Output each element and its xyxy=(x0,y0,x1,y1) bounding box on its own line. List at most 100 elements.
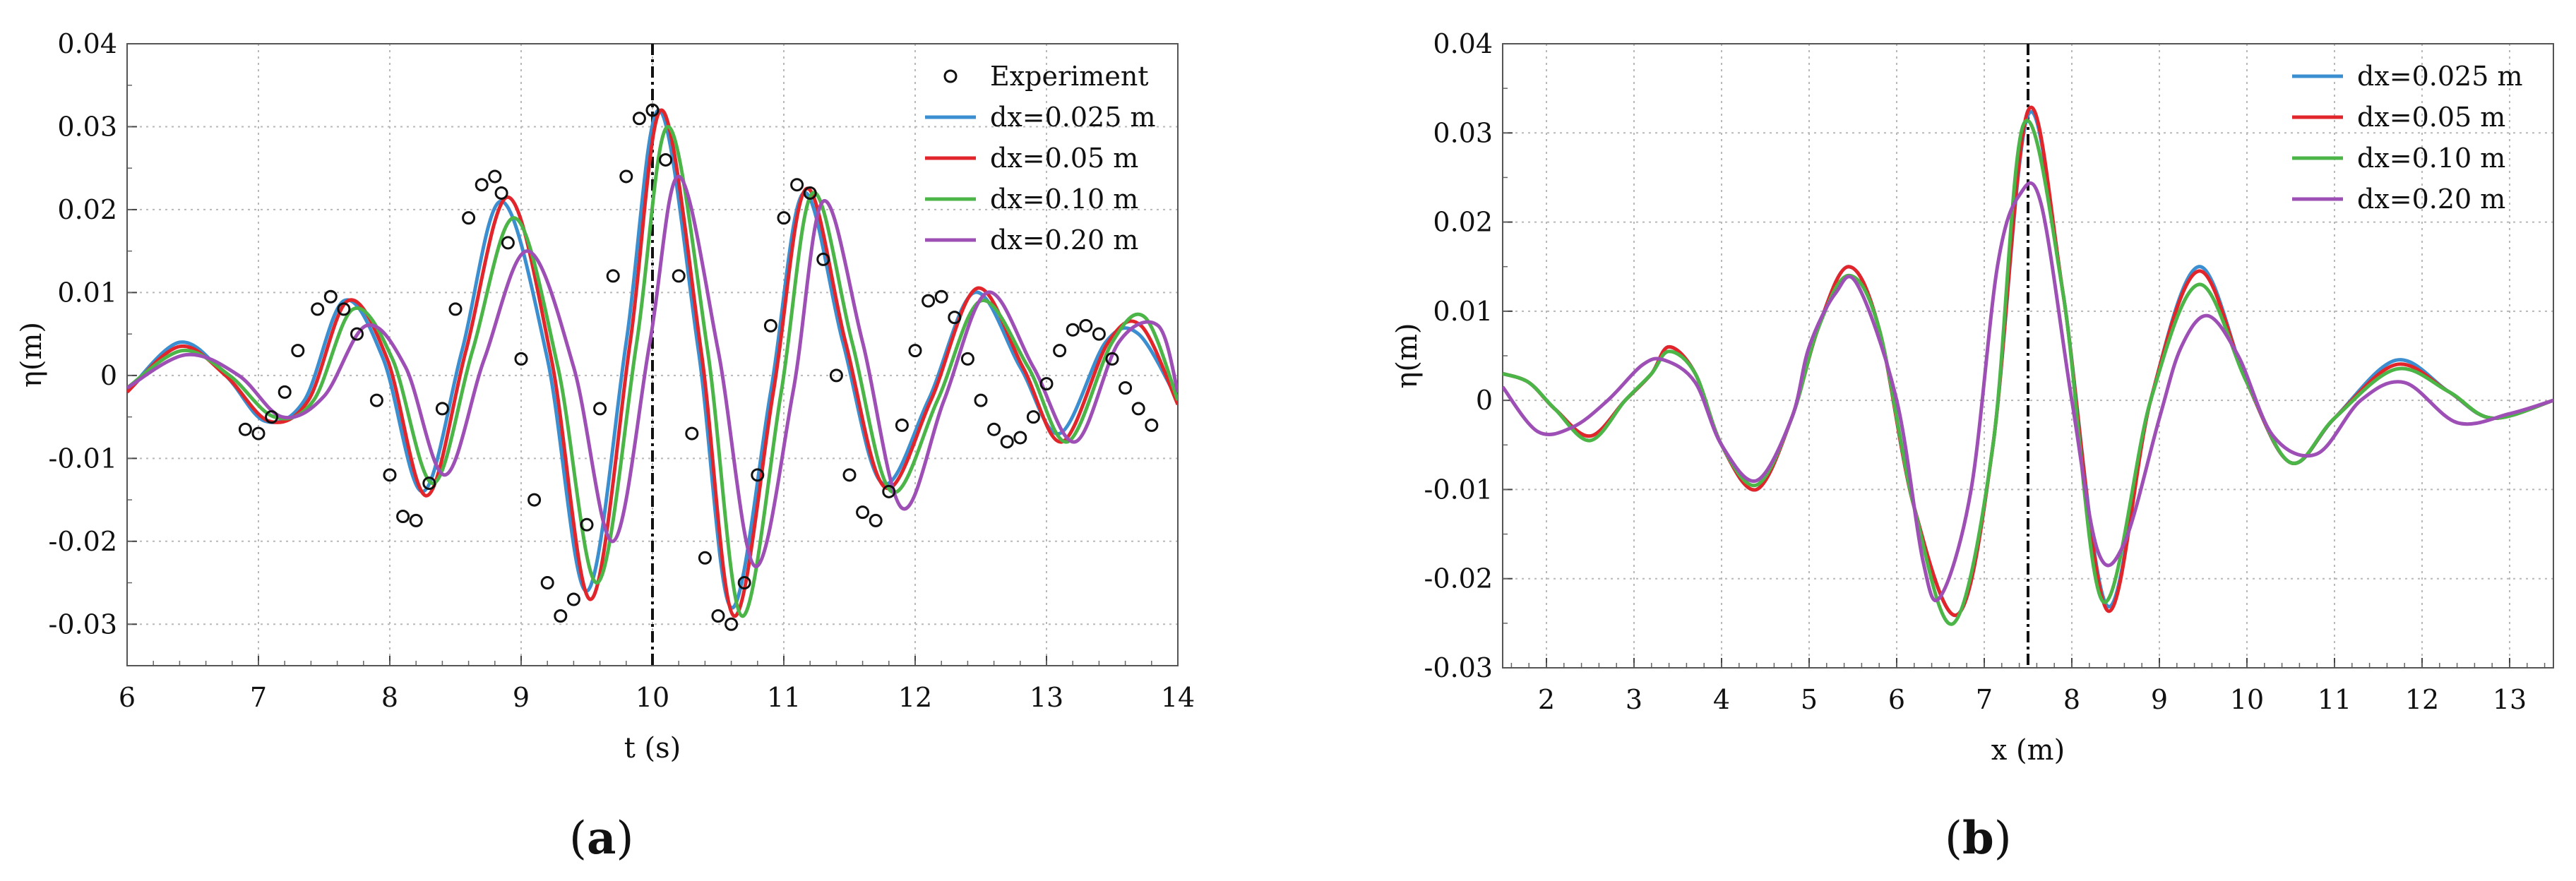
series-line-dx-0-10-m xyxy=(1503,119,2553,626)
experiment-point xyxy=(1026,410,1040,424)
experiment-point xyxy=(763,318,777,332)
x-axis-label: t (s) xyxy=(624,732,681,765)
experiment-point xyxy=(869,513,883,527)
y-tick-label: 0 xyxy=(100,360,117,391)
experiment-point xyxy=(435,402,449,416)
plot-area xyxy=(127,44,1178,666)
experiment-point xyxy=(1119,380,1133,395)
plot-area xyxy=(1503,44,2553,668)
legend-label: dx=0.10 m xyxy=(2357,143,2505,174)
experiment-point xyxy=(593,402,607,416)
legend-label: dx=0.10 m xyxy=(990,184,1138,215)
experiment-point xyxy=(882,484,896,498)
experiment-point xyxy=(488,169,502,184)
x-tick-label: 13 xyxy=(1030,682,1063,713)
experiment-point xyxy=(790,178,804,192)
experiment-point xyxy=(462,211,476,225)
x-tick-label: 10 xyxy=(2230,684,2264,715)
y-tick-label: -0.03 xyxy=(49,609,117,640)
legend-label: dx=0.025 m xyxy=(990,102,1156,133)
subfigure-label-a-text: a xyxy=(586,812,616,865)
experiment-point xyxy=(645,103,660,117)
y-tick-label: -0.02 xyxy=(1424,563,1493,594)
experiment-point xyxy=(987,422,1001,436)
experiment-point xyxy=(777,211,791,225)
x-tick-label: 11 xyxy=(767,682,801,713)
chart-panel-a: 6 7 8 9 10 11 12 13 14 -0.03 -0.02 -0.01 0 0.01 0.02 0.… xyxy=(16,28,1195,765)
y-tick-label: 0.01 xyxy=(57,277,117,308)
experiment-point xyxy=(974,393,988,407)
experiment-point xyxy=(908,344,922,358)
experiment-point xyxy=(816,252,830,266)
experiment-point xyxy=(803,186,817,200)
y-axis-label: η(m) xyxy=(16,322,48,388)
legend-marker-experiment xyxy=(943,69,958,83)
experiment-point xyxy=(960,352,974,366)
x-tick-label: 7 xyxy=(1976,684,1993,715)
y-tick-label: 0 xyxy=(1476,385,1493,416)
y-tick-label: -0.03 xyxy=(1424,652,1493,683)
legend-label: dx=0.20 m xyxy=(990,224,1138,256)
x-tick-label: 4 xyxy=(1713,684,1730,715)
x-tick-label: 12 xyxy=(898,682,932,713)
x-tick-label: 8 xyxy=(381,682,398,713)
experiment-point xyxy=(948,311,962,325)
experiment-point xyxy=(350,327,364,341)
series-line-dx-0-20-m xyxy=(127,174,1178,568)
subfigure-label-a: (a) xyxy=(569,812,634,865)
experiment-point xyxy=(698,551,712,565)
y-tick-label: 0.04 xyxy=(1433,28,1493,59)
experiment-point xyxy=(619,169,633,184)
legend-label: dx=0.025 m xyxy=(2357,61,2523,92)
experiment-point xyxy=(659,152,673,167)
experiment-point xyxy=(724,617,739,631)
y-tick-label: 0.02 xyxy=(57,194,117,225)
experiment-point xyxy=(1053,344,1067,358)
experiment-point xyxy=(672,269,686,283)
x-tick-label: 10 xyxy=(636,682,669,713)
x-tick-label: 6 xyxy=(119,682,136,713)
x-axis-label: x (m) xyxy=(1991,734,2065,767)
experiment-point xyxy=(580,517,594,532)
experiment-point xyxy=(383,468,397,482)
y-tick-label: 0.02 xyxy=(1433,207,1493,238)
experiment-point xyxy=(323,289,338,304)
legend-label: dx=0.05 m xyxy=(990,143,1138,174)
experiment-point xyxy=(737,576,751,590)
experiment-point xyxy=(1039,377,1054,391)
x-tick-label: 9 xyxy=(513,682,530,713)
y-tick-label: -0.02 xyxy=(49,526,117,557)
experiment-point xyxy=(566,592,580,606)
experiment-point xyxy=(1092,327,1106,341)
x-tick-label: 13 xyxy=(2493,684,2527,715)
experiment-point xyxy=(337,302,351,316)
experiment-point xyxy=(1013,431,1027,445)
experiment-point xyxy=(934,289,948,304)
experiment-point xyxy=(409,513,423,527)
x-tick-label: 3 xyxy=(1626,684,1642,715)
experiment-point xyxy=(475,178,489,192)
experiment-point xyxy=(1000,435,1014,449)
experiment-point xyxy=(448,302,463,316)
x-tick-label: 2 xyxy=(1538,684,1555,715)
experiment-point xyxy=(711,609,725,623)
experiment-point xyxy=(632,112,646,126)
y-tick-label: 0.01 xyxy=(1433,296,1493,327)
y-tick-label: 0.04 xyxy=(57,28,117,59)
experiment-point xyxy=(606,269,620,283)
experiment-point xyxy=(514,352,528,366)
experiment-point xyxy=(751,468,765,482)
x-tick-label: 11 xyxy=(2318,684,2351,715)
legend-label-experiment: Experiment xyxy=(990,61,1149,92)
experiment-point xyxy=(554,609,568,623)
y-tick-label: 0.03 xyxy=(1433,117,1493,148)
experiment-point xyxy=(895,418,909,432)
x-tick-label: 12 xyxy=(2405,684,2439,715)
y-tick-label: -0.01 xyxy=(49,443,117,474)
x-tick-label: 5 xyxy=(1801,684,1818,715)
x-tick-label: 14 xyxy=(1161,682,1195,713)
legend-label: dx=0.20 m xyxy=(2357,184,2505,215)
chart-panel-b: 2 3 4 5 6 7 8 9 10 11 12 13 -0.03 -0.02 -0.01 0 0.01 0.02… xyxy=(1391,28,2554,767)
experiment-point xyxy=(842,468,857,482)
